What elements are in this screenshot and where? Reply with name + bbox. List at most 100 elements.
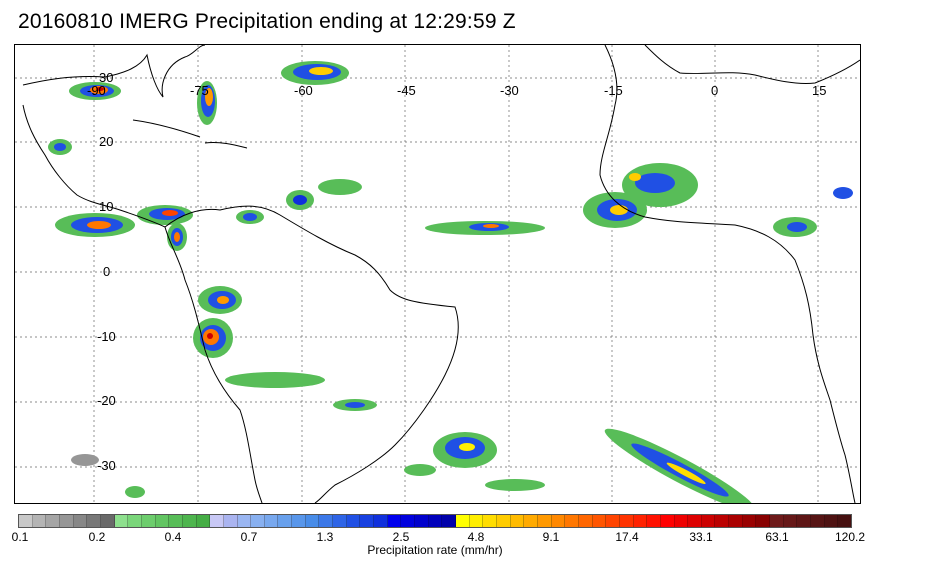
colorbar-swatch — [537, 515, 552, 527]
colorbar-tick-label: 17.4 — [615, 530, 639, 544]
coastline-africa — [599, 45, 856, 503]
rain-cell — [318, 179, 362, 195]
colorbar-tick-label: 4.8 — [467, 530, 485, 544]
graticule — [15, 45, 860, 503]
rain-cell — [55, 213, 135, 237]
colorbar-tick-label: 0.1 — [11, 530, 29, 544]
colorbar-swatch — [551, 515, 566, 527]
colorbar-swatch — [592, 515, 607, 527]
colorbar-label: Precipitation rate (mm/hr) — [367, 543, 503, 557]
lat-label: -20 — [97, 393, 116, 408]
colorbar-swatch — [715, 515, 730, 527]
lat-label: 10 — [99, 199, 114, 214]
rain-cell — [69, 82, 121, 100]
colorbar-swatch — [346, 515, 361, 527]
colorbar-swatch — [237, 515, 252, 527]
colorbar-swatch — [415, 515, 429, 527]
lon-label: -30 — [500, 83, 519, 98]
colorbar-swatch — [333, 515, 347, 527]
rain-cell — [54, 143, 66, 151]
coastline-hispaniola — [204, 142, 248, 149]
colorbar-swatch — [73, 515, 88, 527]
rain-cell — [345, 402, 365, 408]
lon-label: 15 — [812, 83, 827, 98]
rain-cell — [281, 61, 349, 85]
lon-label: -90 — [87, 83, 106, 98]
colorbar-swatch — [128, 515, 142, 527]
colorbar-swatch — [210, 515, 224, 527]
lat-label: -30 — [97, 458, 116, 473]
lon-label: -45 — [397, 83, 416, 98]
rain-cell — [125, 486, 145, 498]
rain-cell — [833, 187, 853, 199]
colorbar-swatch — [729, 515, 743, 527]
colorbar-swatch — [606, 515, 620, 527]
colorbar-swatch — [196, 515, 211, 527]
lat-label: 0 — [103, 264, 111, 279]
coastline-cuba — [132, 119, 201, 138]
map-canvas — [15, 45, 860, 503]
colorbar-swatch — [442, 515, 456, 527]
rain-cell — [404, 464, 436, 476]
rain-cell — [483, 224, 499, 228]
colorbar-swatch — [688, 515, 702, 527]
rain-cell — [137, 205, 193, 225]
colorbar-tick-label: 0.4 — [164, 530, 182, 544]
colorbar-swatch — [824, 515, 839, 527]
lon-label: -75 — [190, 83, 209, 98]
colorbar-swatch — [701, 515, 716, 527]
colorbar-swatch — [100, 515, 115, 527]
colorbar-swatch — [278, 515, 293, 527]
coastline-south-america — [164, 205, 459, 503]
colorbar-tick-label: 63.1 — [765, 530, 789, 544]
colorbar-swatch — [660, 515, 675, 527]
colorbar-swatch — [483, 515, 497, 527]
colorbar-swatch — [59, 515, 74, 527]
colorbar-swatch — [456, 515, 470, 527]
colorbar-swatch — [223, 515, 238, 527]
coastline-iberia — [644, 45, 860, 84]
rain-cell — [787, 222, 807, 232]
colorbar-swatch — [305, 515, 320, 527]
coastline-south-america-west — [164, 226, 263, 503]
coastline-north-america — [22, 45, 206, 98]
colorbar-swatch — [374, 515, 388, 527]
colorbar-swatch — [155, 515, 170, 527]
lat-label: 20 — [99, 134, 114, 149]
lat-label: -10 — [97, 329, 116, 344]
colorbar — [18, 514, 852, 528]
lat-label: 30 — [99, 70, 114, 85]
colorbar-swatch — [251, 515, 265, 527]
colorbar-tick-label: 2.5 — [392, 530, 410, 544]
colorbar-swatch — [182, 515, 197, 527]
colorbar-swatch — [811, 515, 825, 527]
colorbar-swatch — [647, 515, 661, 527]
colorbar-swatch — [770, 515, 784, 527]
colorbar-swatch — [633, 515, 648, 527]
colorbar-swatch — [319, 515, 334, 527]
rain-cell — [193, 318, 233, 358]
colorbar-swatch — [524, 515, 538, 527]
rain-cell — [622, 163, 698, 207]
rain-cell — [71, 454, 99, 466]
colorbar-swatch — [401, 515, 416, 527]
colorbar-swatch — [46, 515, 60, 527]
rain-cell — [243, 213, 257, 221]
rain-cell — [604, 428, 756, 503]
colorbar-swatch — [114, 515, 129, 527]
colorbar-swatch — [756, 515, 771, 527]
lon-label: 0 — [711, 83, 719, 98]
colorbar-tick-label: 9.1 — [542, 530, 560, 544]
colorbar-tick-label: 120.2 — [834, 530, 866, 544]
precipitation-field — [48, 61, 853, 503]
colorbar-swatch — [565, 515, 579, 527]
colorbar-swatch — [141, 515, 156, 527]
colorbar-swatch — [87, 515, 101, 527]
lon-label: -60 — [294, 83, 313, 98]
colorbar-tick-label: 1.3 — [316, 530, 334, 544]
rain-cell — [198, 286, 242, 314]
colorbar-swatch — [169, 515, 183, 527]
colorbar-swatch — [742, 515, 757, 527]
coastlines — [22, 45, 860, 503]
colorbar-tick-label: 0.7 — [240, 530, 258, 544]
